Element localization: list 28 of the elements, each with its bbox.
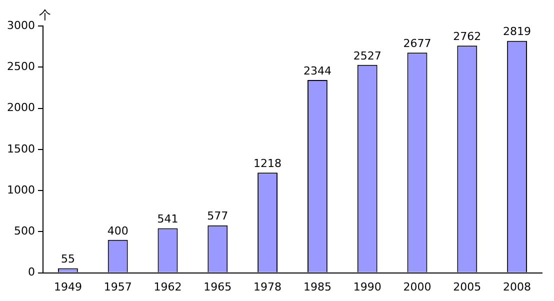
data-label: 2819 (503, 25, 532, 38)
x-tick-label: 2000 (403, 280, 432, 294)
y-tick-label: 500 (14, 224, 35, 238)
x-tick-label: 1985 (303, 280, 332, 294)
x-tick-label: 1990 (353, 280, 382, 294)
data-label: 2677 (403, 36, 432, 50)
y-tick-label: 2500 (6, 60, 35, 73)
data-label: 1218 (254, 156, 282, 170)
data-label: 577 (207, 210, 228, 223)
y-tick-label: 2000 (6, 101, 35, 114)
data-label: 400 (107, 224, 128, 238)
y-axis-title: 个 (38, 8, 51, 22)
y-tick-label: 1500 (6, 142, 35, 156)
data-label: 2762 (453, 30, 482, 43)
y-tick-label: 1000 (6, 183, 35, 196)
x-tick-label: 1962 (154, 280, 182, 294)
data-label: 2344 (303, 64, 332, 78)
x-tick-label: 2008 (503, 280, 532, 294)
x-tick-label: 1978 (254, 280, 282, 294)
data-label: 2527 (353, 49, 382, 62)
data-label: 541 (157, 212, 178, 226)
x-tick-label: 1949 (54, 280, 82, 294)
x-tick-label: 2005 (453, 280, 482, 294)
data-label: 55 (60, 252, 75, 266)
y-tick-label: 0 (28, 266, 35, 279)
x-tick-label: 1965 (204, 280, 232, 294)
x-tick-label: 1957 (104, 280, 132, 294)
y-tick-label: 3000 (6, 18, 35, 32)
